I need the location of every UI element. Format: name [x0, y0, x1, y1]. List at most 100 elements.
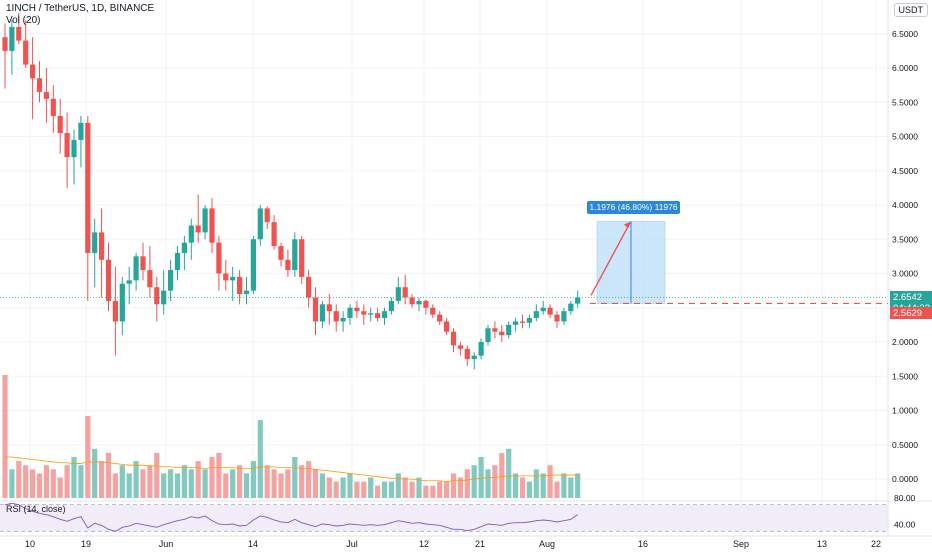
volume-bar — [285, 469, 291, 498]
candle-body — [485, 328, 491, 342]
rsi-tick-label: 80.00 — [894, 493, 916, 503]
candle-body — [416, 300, 422, 305]
volume-bar — [174, 473, 181, 498]
candle-body — [188, 225, 194, 243]
rsi-tick-label: 40.00 — [894, 520, 916, 530]
volume-ma-line — [5, 456, 578, 483]
price-tick-label: 1.0000 — [892, 406, 918, 416]
price-tick-label: 6.0000 — [892, 63, 918, 73]
candle-body — [471, 355, 477, 360]
volume-bar — [64, 465, 70, 498]
candle-body — [257, 208, 263, 240]
candle-body — [361, 311, 367, 315]
volume-bar — [140, 469, 146, 498]
candle-body — [506, 324, 512, 336]
volume-bar — [85, 416, 91, 498]
volume-bar — [499, 452, 505, 498]
volume-legend[interactable]: Vol (20) — [6, 15, 41, 26]
volume-bar — [168, 469, 174, 498]
price-tick-label: 3.0000 — [892, 269, 918, 279]
rsi-legend[interactable]: RSI (14, close) — [6, 504, 66, 514]
volume-bar — [444, 481, 450, 498]
volume-bar — [347, 473, 353, 498]
volume-bar — [306, 461, 312, 498]
candle-body — [195, 225, 201, 233]
time-tick-label: 13 — [817, 539, 827, 549]
volume-bar — [464, 469, 470, 498]
candle-body — [402, 287, 408, 298]
volume-bar — [264, 465, 270, 498]
candle-body — [444, 321, 450, 332]
volume-bar — [519, 477, 526, 498]
candle-body — [513, 321, 519, 325]
volume-bar — [375, 485, 381, 498]
volume-bar — [423, 485, 429, 498]
candle-body — [561, 311, 567, 322]
volume-bar — [292, 457, 298, 498]
candle-body — [181, 242, 187, 253]
target-price-badge: 2.5629 — [890, 307, 932, 319]
volume-bar — [105, 452, 112, 498]
volume-bar — [57, 477, 63, 498]
candle-body — [271, 222, 277, 247]
volume-bar — [119, 465, 125, 498]
candle-body — [16, 26, 22, 41]
rsi-band — [0, 504, 888, 532]
candle-body — [450, 331, 457, 346]
symbol-legend[interactable]: 1INCH / TetherUS, 1D, BINANCE — [6, 3, 155, 14]
candle-body — [278, 246, 284, 260]
volume-bar — [271, 469, 277, 498]
time-tick-label: Jul — [346, 539, 358, 549]
volume-bar — [361, 481, 367, 498]
volume-bar — [30, 469, 36, 498]
grid — [0, 0, 932, 536]
volume-bar — [478, 457, 484, 498]
volume-bar — [333, 481, 339, 498]
volume-bar — [43, 465, 49, 498]
candle-body — [147, 270, 153, 288]
price-tick-label: 4.0000 — [892, 200, 918, 210]
candle-body — [437, 314, 443, 322]
volume-bar — [395, 473, 401, 498]
candle-body — [105, 259, 112, 301]
candle-body — [492, 328, 498, 332]
candle-body — [285, 259, 291, 271]
currency-button[interactable]: USDT — [893, 3, 928, 17]
candle-body — [209, 208, 215, 243]
candle-body — [368, 313, 374, 315]
candle-body — [43, 91, 49, 99]
volume-bar — [50, 469, 56, 498]
candle-body — [354, 307, 360, 312]
volume-bar — [409, 481, 415, 498]
volume-bar — [2, 375, 8, 498]
price-tick-label: 5.0000 — [892, 132, 918, 142]
volume-bar — [471, 465, 477, 498]
volume-bar — [381, 481, 388, 498]
candle-body — [202, 208, 208, 233]
price-tick-label: 2.0000 — [892, 337, 918, 347]
candle-body — [112, 300, 118, 322]
candle-body — [36, 78, 43, 92]
time-tick-label: 22 — [871, 539, 881, 549]
volume-bar — [36, 473, 43, 498]
volume-bar — [188, 469, 194, 498]
price-tick-label: 4.5000 — [892, 166, 918, 176]
candle-body — [250, 239, 256, 291]
candle-body — [71, 139, 77, 158]
volume-bar — [209, 457, 215, 498]
candle-body — [174, 252, 181, 271]
volume-bar — [237, 465, 243, 498]
volume-bar — [402, 477, 408, 498]
candle-body — [526, 318, 532, 323]
candle-body — [78, 122, 84, 140]
candle-body — [23, 40, 29, 65]
candle-body — [119, 283, 125, 322]
candle-body — [388, 300, 394, 312]
candle-body — [133, 256, 139, 281]
volume-bar — [457, 477, 463, 498]
volume-bar — [71, 457, 77, 498]
volume-bar — [216, 452, 222, 498]
candle-body — [57, 115, 63, 134]
